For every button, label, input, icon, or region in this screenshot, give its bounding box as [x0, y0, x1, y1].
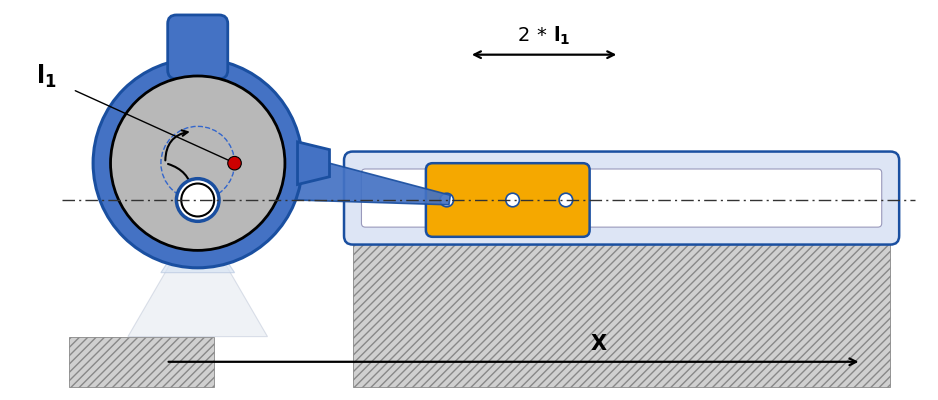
- Circle shape: [506, 193, 520, 207]
- Polygon shape: [193, 130, 450, 205]
- Circle shape: [111, 76, 285, 250]
- FancyBboxPatch shape: [168, 15, 228, 79]
- Circle shape: [559, 193, 573, 207]
- FancyBboxPatch shape: [344, 152, 900, 244]
- Circle shape: [176, 179, 219, 221]
- Circle shape: [440, 193, 453, 207]
- FancyBboxPatch shape: [361, 169, 882, 227]
- FancyBboxPatch shape: [426, 163, 590, 237]
- Bar: [353, 236, 890, 387]
- Text: $\mathbf{l_1}$: $\mathbf{l_1}$: [36, 63, 56, 90]
- Bar: [68, 337, 214, 387]
- Circle shape: [93, 58, 302, 268]
- Polygon shape: [128, 216, 267, 337]
- Circle shape: [228, 156, 241, 170]
- Circle shape: [181, 184, 214, 216]
- Text: X: X: [591, 334, 607, 354]
- Polygon shape: [161, 216, 234, 273]
- Polygon shape: [297, 142, 329, 184]
- Text: $2\,*\,\mathbf{l_1}$: $2\,*\,\mathbf{l_1}$: [517, 25, 571, 47]
